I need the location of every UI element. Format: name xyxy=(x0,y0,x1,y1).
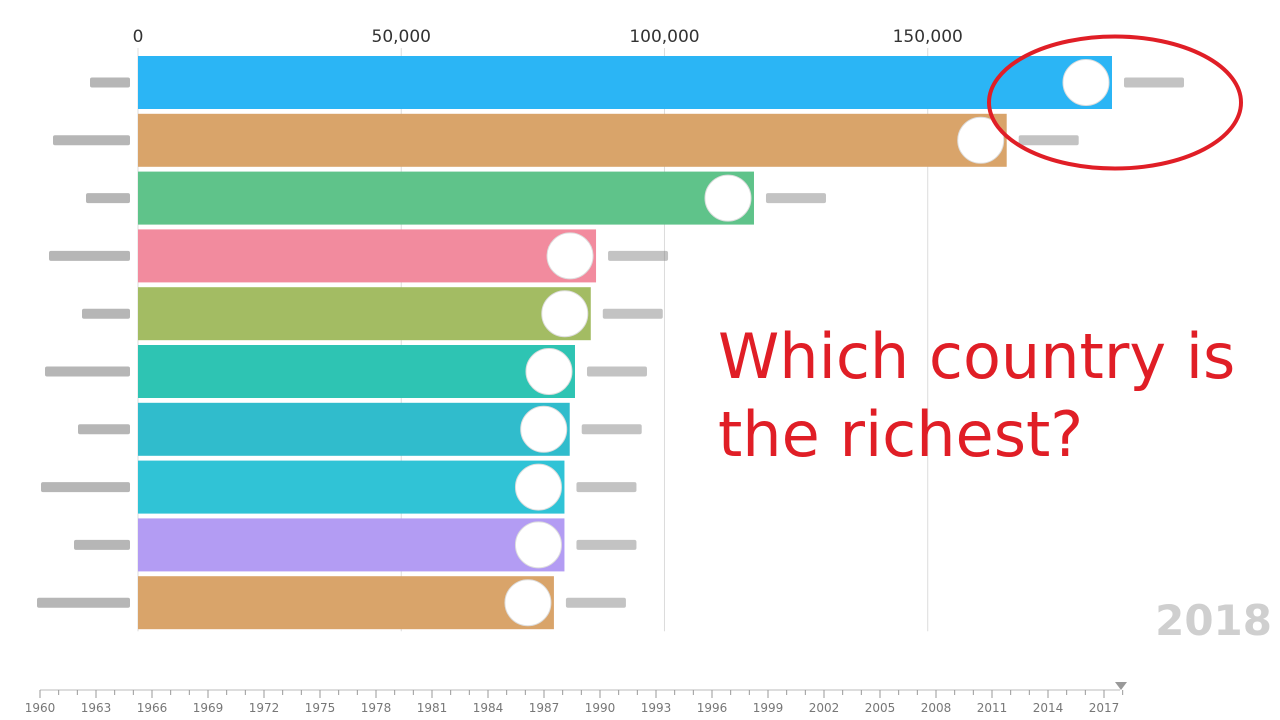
flag-icon xyxy=(514,463,562,511)
obscured-country-name xyxy=(53,135,130,146)
timeline-label: 1972 xyxy=(249,701,280,715)
question-overlay: Which country is the richest? xyxy=(718,320,1236,471)
x-tick-label: 100,000 xyxy=(629,27,699,47)
bar xyxy=(138,518,565,572)
bar xyxy=(138,576,554,630)
obscured-country-name xyxy=(41,482,130,493)
x-tick-label: 50,000 xyxy=(372,27,431,47)
obscured-country-name xyxy=(37,597,130,608)
year-label: 2018 xyxy=(1155,596,1272,645)
bar xyxy=(138,460,565,514)
obscured-value-label xyxy=(576,482,637,493)
timeline-label: 2017 xyxy=(1089,701,1120,715)
bar xyxy=(138,229,597,283)
timeline-label: 1993 xyxy=(641,701,672,715)
timeline-label: 1996 xyxy=(697,701,728,715)
timeline-label: 1981 xyxy=(417,701,448,715)
timeline-label: 1969 xyxy=(193,701,224,715)
obscured-value-label xyxy=(581,424,642,435)
obscured-value-label xyxy=(608,250,669,261)
flag-icon xyxy=(504,579,552,627)
obscured-value-label xyxy=(602,308,663,319)
flag-icon xyxy=(525,348,573,395)
bar xyxy=(138,56,1112,109)
timeline-marker xyxy=(1115,682,1127,690)
timeline-label: 1960 xyxy=(25,701,56,715)
timeline-label: 2011 xyxy=(977,701,1008,715)
obscured-country-name xyxy=(45,366,130,377)
bar xyxy=(138,345,575,398)
timeline-label: 2005 xyxy=(865,701,896,715)
flag-icon xyxy=(957,116,1005,164)
timeline-label: 1987 xyxy=(529,701,560,715)
obscured-country-name xyxy=(90,77,130,88)
flag-icon xyxy=(1062,59,1110,106)
obscured-country-name xyxy=(78,424,130,435)
obscured-country-name xyxy=(86,193,130,204)
timeline-label: 2008 xyxy=(921,701,952,715)
flag-icon xyxy=(514,521,562,569)
timeline-label: 1990 xyxy=(585,701,616,715)
timeline-label: 1984 xyxy=(473,701,504,715)
timeline-label: 2002 xyxy=(809,701,840,715)
highlight-circle xyxy=(987,34,1243,171)
timeline-label: 1966 xyxy=(137,701,168,715)
timeline-label: 2014 xyxy=(1033,701,1064,715)
x-tick-label: 150,000 xyxy=(893,27,963,47)
bar xyxy=(138,171,754,225)
obscured-value-label xyxy=(586,366,647,377)
obscured-value-label xyxy=(765,193,826,204)
obscured-country-name xyxy=(49,250,130,261)
obscured-value-label xyxy=(1018,135,1079,146)
obscured-value-label xyxy=(565,597,626,608)
flag-icon xyxy=(546,232,594,280)
x-tick-label: 0 xyxy=(133,27,144,47)
bar xyxy=(138,287,591,341)
timeline-label: 1963 xyxy=(81,701,112,715)
bar xyxy=(138,402,570,456)
flag-icon xyxy=(541,290,589,338)
timeline-label: 1978 xyxy=(361,701,392,715)
obscured-country-name xyxy=(82,308,130,319)
flag-icon xyxy=(704,174,752,222)
obscured-value-label xyxy=(576,539,637,550)
obscured-country-name xyxy=(74,539,130,550)
obscured-value-label xyxy=(1124,77,1184,88)
timeline-label: 1999 xyxy=(753,701,784,715)
flag-icon xyxy=(520,405,568,453)
timeline-label: 1975 xyxy=(305,701,336,715)
bar xyxy=(138,113,1007,167)
